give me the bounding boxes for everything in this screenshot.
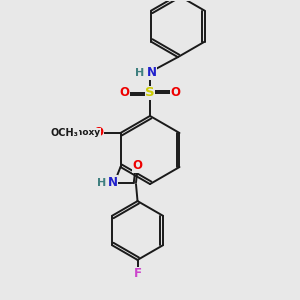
Text: O: O	[171, 86, 181, 99]
Text: N: N	[146, 66, 157, 79]
Text: H: H	[134, 68, 144, 78]
Text: H: H	[97, 178, 106, 188]
Text: O: O	[119, 86, 129, 99]
Text: N: N	[108, 176, 118, 189]
Text: S: S	[145, 86, 155, 99]
Text: methoxy: methoxy	[57, 128, 101, 137]
Text: OCH₃: OCH₃	[51, 128, 79, 138]
Text: O: O	[133, 159, 142, 172]
Text: F: F	[134, 267, 142, 280]
Text: O: O	[94, 127, 104, 140]
